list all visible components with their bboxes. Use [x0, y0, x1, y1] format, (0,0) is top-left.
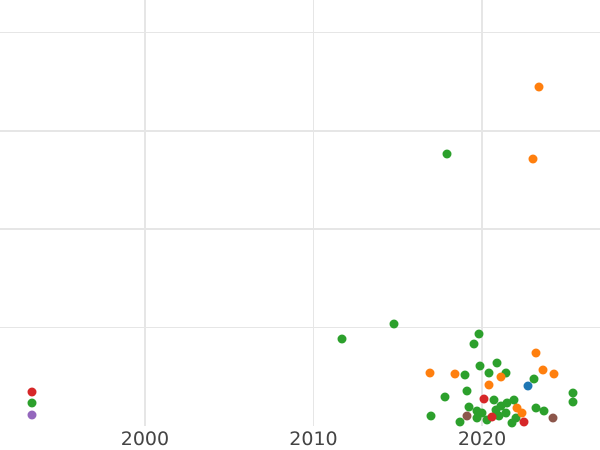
scatter-point-green [475, 361, 485, 371]
scatter-point-green [529, 374, 539, 384]
scatter-point-green [511, 413, 521, 423]
x-axis-tick-label-2000: 2000 [120, 428, 170, 450]
scatter-point-green [491, 405, 500, 415]
vertical-gridline [144, 0, 146, 426]
horizontal-gridline [0, 130, 600, 132]
scatter-point-green [469, 339, 479, 349]
scatter-point-orange [528, 154, 538, 164]
vertical-gridline [481, 0, 483, 426]
scatter-point-green [501, 368, 511, 378]
scatter-point-brown [548, 413, 558, 423]
x-axis: 2000 2010 2020 [0, 428, 600, 450]
scatter-point-green [455, 417, 465, 427]
scatter-point-green [484, 368, 494, 378]
scatter-point-orange [512, 403, 522, 413]
scatter-point-red [487, 412, 497, 422]
scatter-point-green [462, 386, 472, 396]
scatter-point-green [442, 149, 452, 159]
scatter-point-red [479, 394, 489, 404]
scatter-point-green [501, 408, 511, 418]
scatter-point-green [568, 397, 578, 407]
scatter-point-green [464, 402, 474, 412]
scatter-point-orange [450, 369, 460, 379]
scatter-point-blue [523, 381, 533, 391]
scatter-point-green [460, 370, 470, 380]
scatter-point-brown [462, 411, 472, 421]
scatter-point-green [27, 398, 37, 408]
scatter-point-red [27, 387, 37, 397]
scatter-point-green [502, 398, 512, 408]
x-axis-tick-label-2020: 2020 [457, 428, 507, 450]
scatter-point-orange [534, 82, 544, 92]
scatter-point-orange [425, 368, 435, 378]
scatter-point-green [474, 329, 484, 339]
scatter-point-green [426, 411, 436, 421]
scatter-point-green [482, 415, 492, 425]
scatter-point-orange [531, 348, 541, 358]
scatter-point-orange [517, 408, 527, 418]
horizontal-gridline [0, 228, 600, 230]
x-axis-tick-label-2010: 2010 [289, 428, 338, 450]
scatter-point-green [531, 403, 541, 413]
scatter-point-red [519, 417, 529, 427]
scatter-point-green [489, 395, 499, 405]
scatter-point-green [507, 418, 517, 428]
scatter-point-green [568, 388, 578, 398]
scatter-point-green [472, 406, 482, 416]
scatter-point-green [494, 411, 504, 421]
scatter-point-green [337, 334, 347, 344]
plot-area [0, 0, 600, 428]
scatter-point-orange [484, 380, 494, 390]
scatter-point-green [509, 395, 519, 405]
scatter-point-green [496, 401, 506, 411]
horizontal-gridline [0, 31, 600, 34]
scatter-point-purple [27, 410, 37, 420]
scatter-point-orange [549, 369, 559, 379]
scatter-point-green [440, 392, 450, 402]
horizontal-gridline [0, 326, 600, 329]
scatter-point-green [539, 406, 549, 416]
scatter-point-green [492, 358, 502, 368]
vertical-gridline [312, 0, 315, 426]
scatter-point-orange [538, 365, 548, 375]
scatter-point-orange [496, 372, 506, 382]
scatter-point-green [477, 408, 487, 418]
scatter-point-green [389, 319, 399, 329]
scatter-point-green [472, 413, 482, 423]
